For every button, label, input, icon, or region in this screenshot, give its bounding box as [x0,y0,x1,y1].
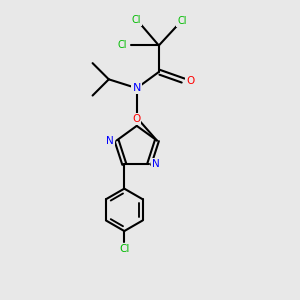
Text: Cl: Cl [119,244,130,254]
Text: Cl: Cl [177,16,187,26]
Text: N: N [152,159,160,169]
Text: O: O [186,76,194,86]
Text: N: N [106,136,114,146]
Text: N: N [133,83,141,93]
Text: Cl: Cl [118,40,128,50]
Text: Cl: Cl [131,15,141,25]
Text: O: O [132,114,140,124]
